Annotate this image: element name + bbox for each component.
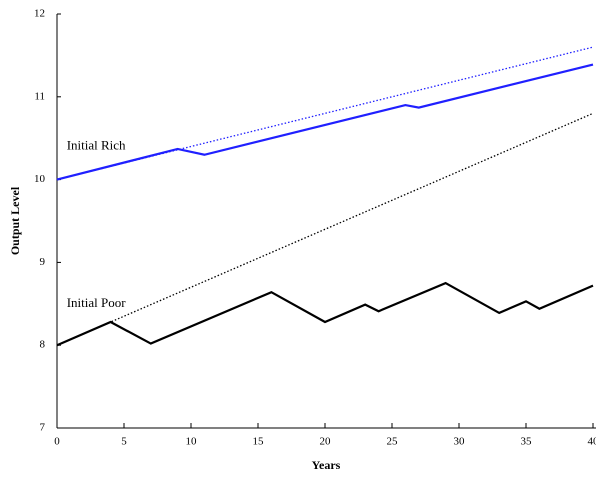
annotation: Initial Rich [67, 137, 126, 152]
x-tick-label: 25 [387, 436, 399, 448]
y-tick-label: 12 [34, 8, 45, 20]
x-tick-label: 35 [521, 436, 533, 448]
x-axis-label: Years [312, 458, 341, 472]
y-tick-label: 10 [34, 173, 46, 185]
y-axis-label: Output Level [8, 186, 22, 255]
series-line [56, 63, 594, 181]
y-tick-label: 11 [34, 90, 45, 102]
x-tick-label: 40 [588, 436, 596, 448]
series-line [56, 281, 594, 347]
y-tick-label: 8 [40, 339, 46, 351]
x-tick-label: 30 [454, 436, 466, 448]
y-tick-label: 9 [40, 256, 46, 268]
x-tick-label: 0 [54, 436, 60, 448]
x-tick-label: 10 [186, 436, 198, 448]
series-line [56, 112, 594, 346]
x-tick-label: 5 [121, 436, 127, 448]
y-tick-label: 7 [40, 422, 46, 434]
x-tick-label: 15 [253, 436, 265, 448]
x-tick-label: 20 [320, 436, 332, 448]
annotation: Initial Poor [67, 295, 127, 310]
